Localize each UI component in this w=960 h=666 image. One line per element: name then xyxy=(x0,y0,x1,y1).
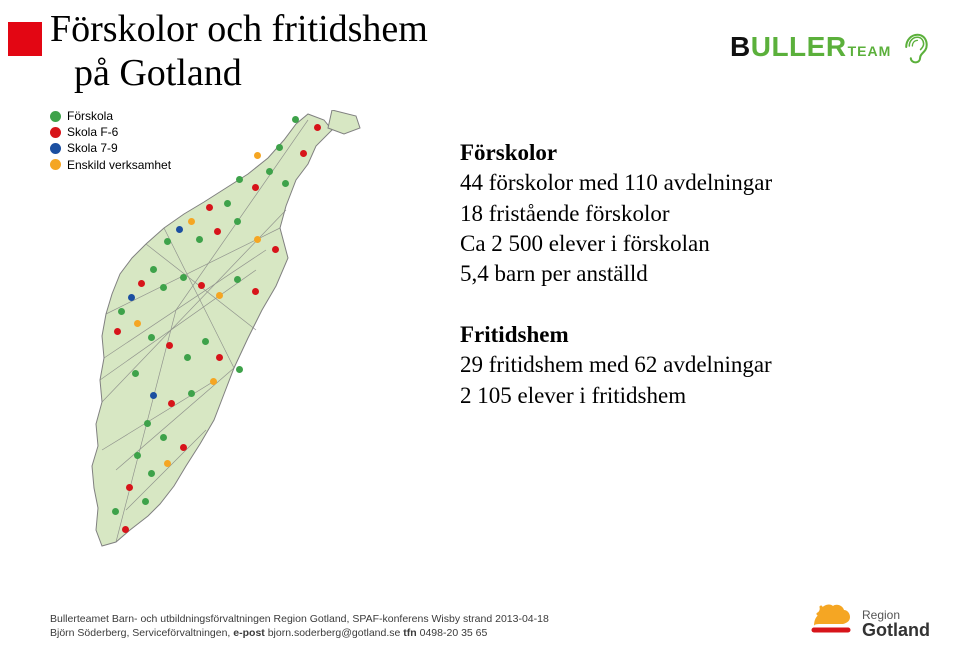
map-pin xyxy=(282,180,289,187)
map-pin xyxy=(148,334,155,341)
logo-b: B xyxy=(730,31,751,62)
logo-uller: ULLER xyxy=(751,31,847,62)
info-line: 5,4 barn per anställd xyxy=(460,259,890,289)
map-pin xyxy=(292,116,299,123)
map-pin xyxy=(128,294,135,301)
map-pin xyxy=(184,354,191,361)
map-pin xyxy=(254,236,261,243)
map-svg xyxy=(56,110,396,550)
map-pin xyxy=(202,338,209,345)
map-pin xyxy=(132,370,139,377)
map-pin xyxy=(166,342,173,349)
info-line: 18 fristående förskolor xyxy=(460,199,890,229)
map-pin xyxy=(126,484,133,491)
footer-line-1: Bullerteamet Barn- och utbildningsförval… xyxy=(50,612,549,626)
info-block: Förskolor 44 förskolor med 110 avdelning… xyxy=(460,138,890,411)
map-pin xyxy=(196,236,203,243)
map-pin xyxy=(180,274,187,281)
map-pin xyxy=(144,420,151,427)
map-pin xyxy=(252,184,259,191)
map-pin xyxy=(122,526,129,533)
map-pin xyxy=(176,226,183,233)
map-pin xyxy=(254,152,261,159)
map-pin xyxy=(134,452,141,459)
map-pin xyxy=(214,228,221,235)
map-pin xyxy=(138,280,145,287)
ear-icon xyxy=(897,20,930,74)
info-line: 2 105 elever i fritidshem xyxy=(460,381,890,411)
footer-text: Bullerteamet Barn- och utbildningsförval… xyxy=(50,612,549,640)
bullerteam-logo: BULLERTEAM xyxy=(730,20,930,74)
map-pin xyxy=(160,434,167,441)
map-pin xyxy=(164,460,171,467)
map-pin xyxy=(180,444,187,451)
map-pin xyxy=(216,354,223,361)
info-heading-1: Förskolor xyxy=(460,138,890,168)
info-line: 44 förskolor med 110 avdelningar xyxy=(460,168,890,198)
map-pin xyxy=(168,400,175,407)
map-pin xyxy=(236,176,243,183)
map-pin xyxy=(150,392,157,399)
map-pin xyxy=(134,320,141,327)
map-pin xyxy=(210,378,217,385)
map-pin xyxy=(234,218,241,225)
map-pin xyxy=(142,498,149,505)
logo-main: BULLERTEAM xyxy=(730,34,891,61)
map-pin xyxy=(252,288,259,295)
ram-icon xyxy=(808,594,854,640)
map-pin xyxy=(234,276,241,283)
map-pin xyxy=(276,144,283,151)
logo-team: TEAM xyxy=(848,43,892,59)
map-pin xyxy=(160,284,167,291)
map-pin xyxy=(148,470,155,477)
map-pin xyxy=(206,204,213,211)
map-pin xyxy=(236,366,243,373)
map-pin xyxy=(198,282,205,289)
page-title: Förskolor och fritidshem på Gotland xyxy=(50,8,428,95)
footer-line-2: Björn Söderberg, Serviceförvaltningen, e… xyxy=(50,626,549,640)
map-pin xyxy=(224,200,231,207)
info-heading-2: Fritidshem xyxy=(460,320,890,350)
title-line-2: på Gotland xyxy=(50,52,428,96)
map-pin xyxy=(150,266,157,273)
map-pin xyxy=(188,390,195,397)
region-gotland-logo: Region Gotland xyxy=(808,594,930,640)
accent-square xyxy=(8,22,42,56)
map-pin xyxy=(164,238,171,245)
title-line-1: Förskolor och fritidshem xyxy=(50,8,428,52)
gotland-map xyxy=(56,110,396,550)
map-pin xyxy=(300,150,307,157)
slide: Förskolor och fritidshem på Gotland BULL… xyxy=(0,0,960,666)
map-outline xyxy=(92,114,332,546)
footer: Bullerteamet Barn- och utbildningsförval… xyxy=(50,594,930,640)
map-pin xyxy=(216,292,223,299)
info-line: Ca 2 500 elever i förskolan xyxy=(460,229,890,259)
footer-logo-big: Gotland xyxy=(862,621,930,640)
map-pin xyxy=(112,508,119,515)
info-line: 29 fritidshem med 62 avdelningar xyxy=(460,350,890,380)
map-pin xyxy=(272,246,279,253)
map-pin xyxy=(118,308,125,315)
map-pin xyxy=(114,328,121,335)
map-pin xyxy=(188,218,195,225)
map-pin xyxy=(266,168,273,175)
map-pin xyxy=(314,124,321,131)
